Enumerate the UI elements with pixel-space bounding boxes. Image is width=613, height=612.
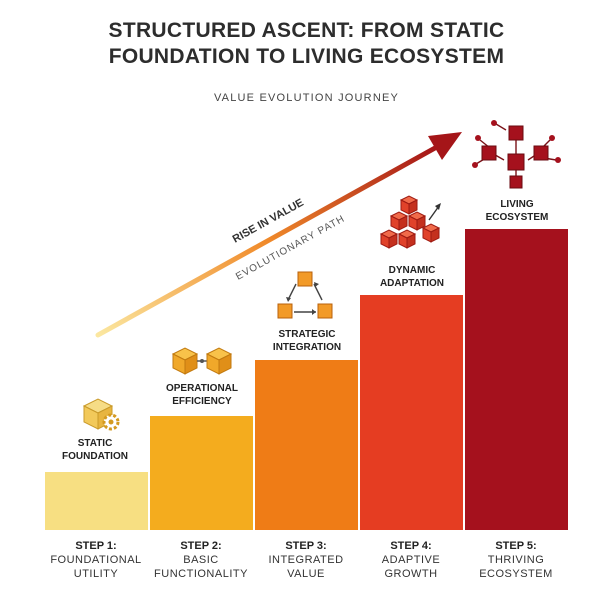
step-5-description: THRIVING ECOSYSTEM <box>479 554 553 580</box>
step-1-description: FOUNDATIONAL UTILITY <box>50 554 142 580</box>
cycle-cubes-icon <box>277 271 333 319</box>
step-5-number: STEP 5: <box>495 540 537 552</box>
step-3-number: STEP 3: <box>285 540 327 552</box>
step-4-description: ADAPTIVE GROWTH <box>381 554 441 580</box>
step-1-number: STEP 1: <box>75 540 117 552</box>
step-2-label: OPERATIONAL EFFICIENCY <box>165 383 239 407</box>
step-3-description: INTEGRATED VALUE <box>268 554 344 580</box>
page-title: STRUCTURED ASCENT: FROM STATIC FOUNDATIO… <box>0 18 613 70</box>
arrow-labels: RISE IN VALUE EVOLUTIONARY PATH <box>231 197 347 283</box>
rise-arrow <box>95 132 462 338</box>
subtitle: VALUE EVOLUTION JOURNEY <box>213 92 400 104</box>
step-2-number: STEP 2: <box>180 540 222 552</box>
arrow-label-primary: RISE IN VALUE <box>231 197 306 246</box>
title-line-2: FOUNDATION TO LIVING ECOSYSTEM <box>108 45 505 68</box>
step-4-label: DYNAMIC ADAPTATION <box>379 265 445 289</box>
cube-stack-icon <box>379 195 441 249</box>
step-3-label: STRATEGIC INTEGRATION <box>272 329 342 353</box>
step-3-bar <box>255 360 358 530</box>
linked-cubes-icon <box>171 347 233 375</box>
step-5-bar <box>465 229 568 530</box>
step-2-bar <box>150 416 253 530</box>
network-cubes-icon <box>472 120 561 189</box>
step-4-bar <box>360 295 463 530</box>
cube-gear-icon <box>82 398 120 431</box>
step-2-description: BASIC FUNCTIONALITY <box>154 554 248 580</box>
step-5-label: LIVING ECOSYSTEM <box>485 199 549 223</box>
step-1-bar <box>45 472 148 530</box>
step-4-number: STEP 4: <box>390 540 432 552</box>
step-1-label: STATIC FOUNDATION <box>62 438 128 462</box>
title-line-1: STRUCTURED ASCENT: FROM STATIC <box>108 19 505 42</box>
